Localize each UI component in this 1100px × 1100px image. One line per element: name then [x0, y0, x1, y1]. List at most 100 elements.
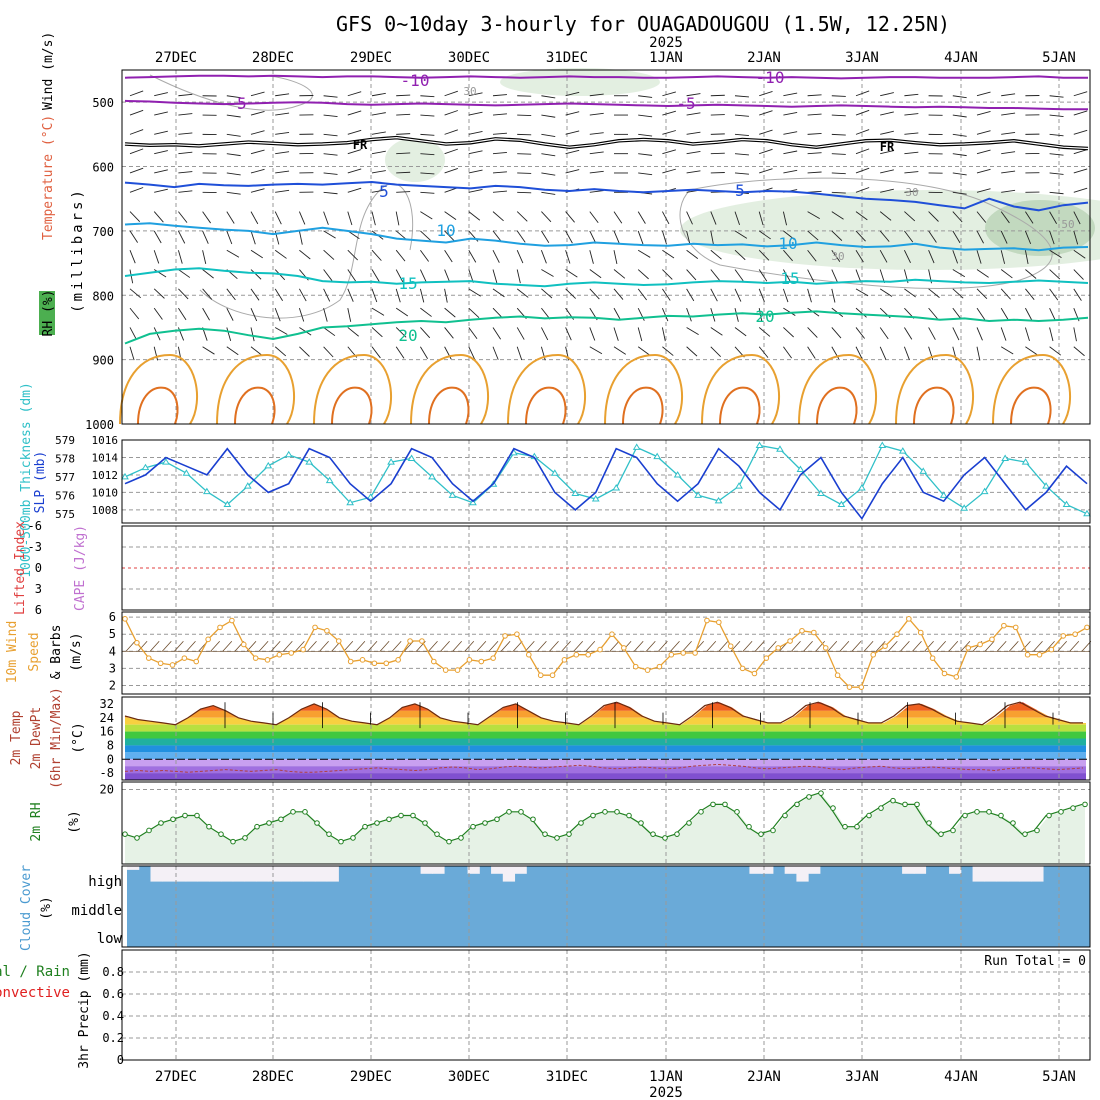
wind-barb: [178, 269, 191, 278]
wind-barb: [613, 230, 620, 244]
wind-barb: [924, 641, 934, 652]
wind-barb: [468, 111, 483, 116]
wind-barb: [492, 190, 507, 193]
rh-point: [338, 838, 344, 845]
isotherm-label: 30: [831, 250, 844, 263]
cloud-bar: [784, 866, 797, 874]
wind-barb: [1049, 346, 1062, 356]
wind-barb: [662, 211, 670, 225]
panel-frame: [121, 611, 1091, 695]
rh-shading: [500, 68, 660, 96]
wind-barb: [661, 327, 666, 342]
wind-barb: [226, 288, 236, 301]
wind-barb: [1049, 95, 1064, 98]
wind-barb: [1049, 230, 1055, 245]
wind-barb: [803, 641, 813, 652]
rh-point: [1010, 820, 1016, 826]
rh-point: [482, 820, 488, 826]
wind-barb: [831, 327, 842, 339]
wind-barb: [948, 641, 959, 652]
wind-barb: [734, 230, 748, 239]
rh-point: [1058, 809, 1064, 815]
thickness-point: [1062, 500, 1071, 508]
temp-band: [125, 724, 1086, 732]
wind-barb: [783, 169, 798, 174]
wind-barb: [1049, 153, 1064, 156]
wind-barb: [928, 250, 935, 264]
wind-barb: [734, 327, 747, 337]
wind-barb: [879, 230, 890, 242]
thickness-point: [817, 489, 825, 496]
wind-barb: [783, 346, 792, 359]
rh-point: [722, 801, 728, 808]
wind-speed-point: [407, 638, 413, 644]
wind-barb: [904, 190, 919, 193]
cape-li-panel: -6 -3 0 3 6 Lifted Index CAPE (J/kg): [13, 519, 1091, 617]
rh-point: [686, 820, 692, 826]
wind-barb: [710, 288, 718, 302]
wind-barb: [178, 307, 187, 321]
ylabel-wind: Wind (m/s): [41, 32, 56, 110]
wind-barb: [1073, 187, 1088, 193]
rh-point: [326, 831, 332, 837]
wind-barb: [613, 327, 619, 341]
date-label-bottom: 30DEC: [448, 1069, 490, 1085]
panel-frame: [121, 439, 1091, 524]
thickness-point: [448, 491, 457, 498]
cloud-bar: [913, 866, 927, 874]
wind-speed-point: [870, 651, 877, 658]
wind-barb: [1073, 168, 1088, 174]
rh-point: [506, 809, 512, 815]
wind-barb: [371, 150, 386, 155]
wind-barb: [855, 211, 868, 221]
wind-barb: [177, 230, 186, 244]
date-label-bottom: 31DEC: [546, 1069, 588, 1085]
wind-barb: [275, 112, 290, 116]
y-tick-label-right: 1014: [92, 451, 119, 464]
y-tick-label: 900: [92, 354, 114, 368]
wind-barb: [767, 641, 777, 652]
temp-band: [125, 752, 1086, 760]
wind-barb: [976, 327, 983, 341]
date-label-top: 28DEC: [252, 50, 294, 66]
thickness-point: [387, 458, 395, 465]
date-label-bottom: 27DEC: [155, 1069, 197, 1085]
wind-barb: [589, 93, 604, 97]
wind-speed-point: [347, 658, 354, 665]
wind-barb: [492, 230, 502, 243]
wind-barb: [444, 269, 451, 283]
wind-barb: [662, 149, 676, 155]
wind-barb: [516, 230, 526, 243]
rh-point: [878, 805, 884, 811]
wind-barb: [831, 191, 846, 194]
wind-barb: [904, 171, 919, 174]
wind-barb: [419, 288, 425, 303]
wind-barb: [851, 641, 862, 652]
y-tick-label: 4: [109, 644, 116, 658]
slp-ylabel: SLP (mb): [33, 451, 48, 514]
isotherm-freezing-inner: [124, 136, 1089, 150]
wind-barb: [250, 211, 259, 225]
date-label-bottom: 2JAN: [747, 1069, 781, 1085]
wind-barb: [662, 168, 676, 174]
wind-barb: [154, 92, 168, 97]
wind-barb: [178, 151, 193, 155]
wind-barb: [323, 95, 338, 98]
y-tick-label-right: 1016: [92, 434, 119, 447]
wind-barb: [976, 346, 981, 361]
date-label-top: 2JAN: [747, 50, 781, 66]
thickness-point: [591, 495, 600, 502]
wind-barb: [371, 131, 386, 135]
wind-barb: [573, 641, 583, 652]
wind-barb: [686, 151, 701, 155]
wind-barb: [129, 129, 144, 135]
rh-contour: [149, 74, 313, 111]
y-tick-label-right: 1010: [92, 486, 119, 499]
date-label-bottom: 1JAN: [649, 1069, 683, 1085]
wind-barb: [710, 211, 717, 225]
thickness-point: [857, 483, 866, 491]
rh-point: [974, 809, 980, 815]
rh-point: [950, 827, 956, 834]
wind-speed-point: [383, 660, 390, 667]
